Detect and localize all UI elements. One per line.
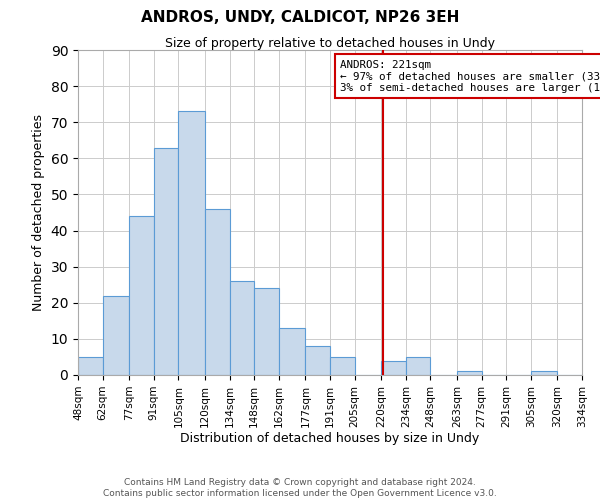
Bar [129,216,154,375]
Bar [531,372,557,375]
Bar [457,372,482,375]
Bar [78,357,103,375]
Bar [305,346,330,375]
Title: Size of property relative to detached houses in Undy: Size of property relative to detached ho… [165,37,495,50]
Text: Contains HM Land Registry data © Crown copyright and database right 2024.
Contai: Contains HM Land Registry data © Crown c… [103,478,497,498]
Bar [103,296,129,375]
Bar [330,357,355,375]
Bar [205,209,230,375]
X-axis label: Distribution of detached houses by size in Undy: Distribution of detached houses by size … [181,432,479,446]
Bar [406,357,430,375]
Bar [154,148,178,375]
Y-axis label: Number of detached properties: Number of detached properties [32,114,45,311]
Bar [279,328,305,375]
Bar [254,288,279,375]
Text: ANDROS, UNDY, CALDICOT, NP26 3EH: ANDROS, UNDY, CALDICOT, NP26 3EH [141,10,459,25]
Text: ANDROS: 221sqm
← 97% of detached houses are smaller (331)
3% of semi-detached ho: ANDROS: 221sqm ← 97% of detached houses … [340,60,600,93]
Bar [178,112,205,375]
Bar [381,360,406,375]
Bar [230,281,254,375]
